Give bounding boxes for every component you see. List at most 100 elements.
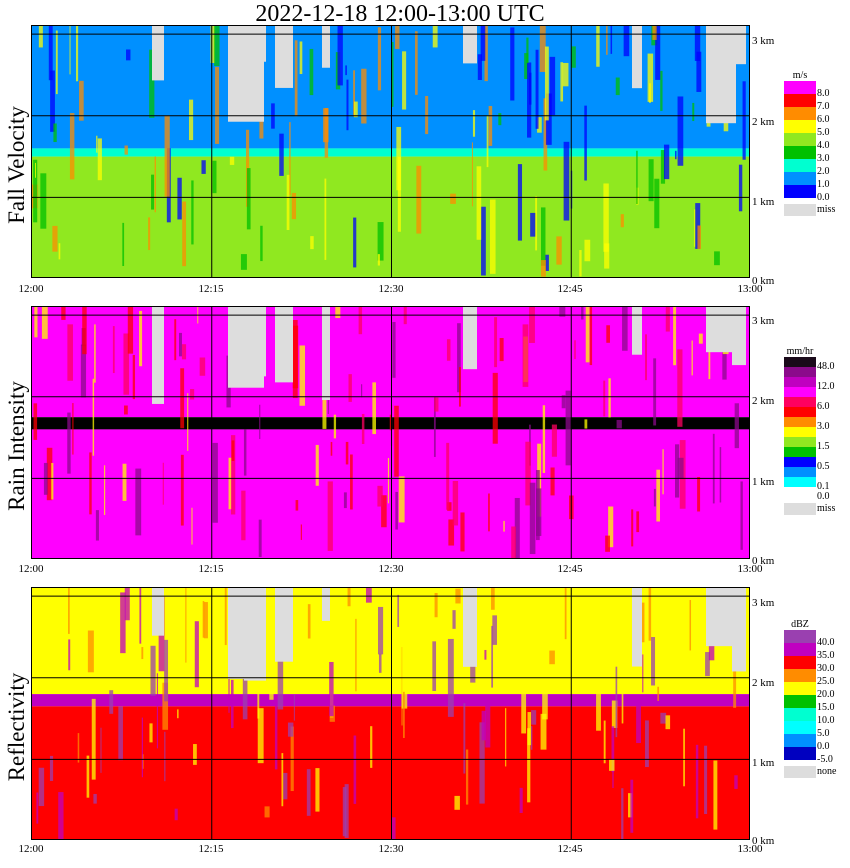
precip-streak <box>621 666 624 724</box>
precip-streak <box>433 397 436 457</box>
y-label: Rain Intensity <box>4 381 29 511</box>
panel-fall-velocity: Fall Velocity 3 km 2 km 1 km 0 km 12:00 … <box>0 25 850 295</box>
km-tick-2: 2 km <box>752 677 775 689</box>
y-label: Fall Velocity <box>4 106 29 224</box>
precip-streak <box>100 727 102 773</box>
precip-streak <box>329 661 334 717</box>
precip-streak <box>289 122 291 196</box>
precip-streak <box>295 500 299 511</box>
missing-data-column <box>463 588 477 667</box>
missing-data-column <box>244 307 266 377</box>
precip-streak <box>72 403 74 455</box>
precip-streak <box>377 222 384 261</box>
precip-streak <box>242 671 248 720</box>
legend-swatch <box>784 94 816 107</box>
x-tick-1200: 12:00 <box>18 563 44 575</box>
precip-streak <box>540 260 546 277</box>
precip-streak <box>454 795 460 810</box>
precip-streak <box>402 51 407 110</box>
panel-reflectivity: Reflectivity 3 km 2 km 1 km 0 km 12:00 1… <box>0 587 850 857</box>
precip-streak <box>615 77 620 96</box>
precip-streak <box>530 726 533 750</box>
legend-label: 0.0 <box>817 192 830 203</box>
precip-streak <box>488 493 490 532</box>
precip-streak <box>353 217 357 268</box>
precip-streak <box>397 594 400 627</box>
precip-streak <box>510 27 515 101</box>
precip-streak <box>705 652 710 677</box>
precip-streak <box>306 769 311 816</box>
precip-streak <box>402 691 405 738</box>
legend-label: 10.0 <box>817 715 835 726</box>
precip-streak <box>616 419 622 429</box>
precip-streak <box>560 62 564 102</box>
precip-streak <box>491 625 494 688</box>
precip-streak <box>358 307 363 335</box>
precip-streak <box>259 404 261 439</box>
missing-data-column <box>152 588 164 636</box>
x-tick-1245: 12:45 <box>557 843 583 855</box>
precip-streak <box>291 192 297 220</box>
precip-streak <box>660 70 663 111</box>
precip-streak <box>77 733 80 763</box>
precip-streak <box>164 731 166 782</box>
precip-streak <box>224 588 227 646</box>
precip-streak <box>391 41 394 107</box>
missing-data-column <box>275 307 293 383</box>
legend: dBZ 40.0 35.0 30.0 25.0 20.0 15.0 10.0 5.0 0.0 -5.… <box>784 619 844 797</box>
precip-streak <box>337 26 343 86</box>
precip-streak <box>231 440 235 461</box>
precip-streak <box>648 588 652 641</box>
legend-swatch <box>784 185 816 198</box>
precip-streak <box>698 333 703 344</box>
precip-streak <box>243 429 247 476</box>
precip-streak <box>549 650 555 665</box>
precip-streak <box>240 254 247 270</box>
precip-streak <box>544 46 549 121</box>
precip-streak <box>201 160 206 174</box>
legend-unit: dBZ <box>791 619 809 630</box>
precip-streak <box>665 715 671 730</box>
legend-label: 3.0 <box>817 153 830 164</box>
precip-streak <box>612 759 614 788</box>
legend-unit: m/s <box>792 70 808 81</box>
precip-streak <box>75 26 79 82</box>
precip-streak <box>719 447 722 503</box>
precip-streak <box>174 808 178 821</box>
precip-streak <box>122 222 125 266</box>
legend-swatch <box>784 417 816 427</box>
precip-streak <box>615 666 618 738</box>
precip-streak <box>214 593 218 658</box>
precip-streak <box>663 144 670 180</box>
precip-streak <box>67 324 73 381</box>
precip-streak <box>389 414 392 431</box>
legend-label: 40.0 <box>817 637 835 648</box>
precip-streak <box>69 113 75 180</box>
missing-data-column <box>275 588 293 662</box>
precip-streak <box>353 735 357 804</box>
legend-swatch <box>784 447 816 457</box>
precip-streak <box>458 367 461 407</box>
precip-streak <box>497 625 504 679</box>
legend-swatch <box>784 643 816 656</box>
precip-streak <box>49 755 54 781</box>
precip-streak <box>91 698 96 780</box>
precip-streak <box>654 648 661 672</box>
missing-data-column <box>632 588 642 667</box>
precip-streak <box>395 491 398 530</box>
precip-streak <box>34 307 38 338</box>
precip-streak <box>50 70 55 132</box>
precip-streak <box>397 156 401 232</box>
precip-streak <box>561 395 566 409</box>
precip-streak <box>654 178 660 229</box>
precip-streak <box>645 334 647 381</box>
precip-streak <box>344 784 349 838</box>
precip-streak <box>353 70 355 117</box>
precip-streak <box>59 588 63 639</box>
legend-unit: mm/hr <box>786 346 814 357</box>
precip-streak <box>124 405 128 415</box>
legend-label: 48.0 <box>817 361 835 372</box>
precip-streak <box>281 753 284 807</box>
precip-streak <box>446 339 451 361</box>
precip-streak <box>556 236 562 265</box>
